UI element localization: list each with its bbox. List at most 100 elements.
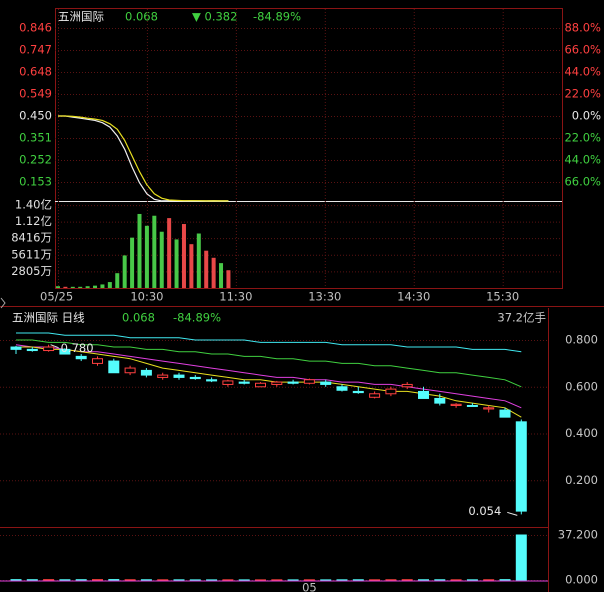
y-tick-label: 0.000 xyxy=(565,573,598,587)
candle-body xyxy=(303,379,315,384)
y-tick-label: 0.400 xyxy=(565,426,598,440)
candle-body xyxy=(157,374,169,378)
y-tick-label: 0.200 xyxy=(565,473,598,487)
volume-bar xyxy=(450,579,462,581)
volume-bar xyxy=(255,579,266,581)
price-change: ▼ 0.382 xyxy=(192,10,237,24)
y-tick-label: 0.0% xyxy=(572,109,601,123)
candle-body xyxy=(59,348,71,355)
y-tick-label: 22.0% xyxy=(564,131,601,145)
volume-bar xyxy=(167,218,172,288)
volume-bar xyxy=(115,273,120,288)
x-tick-label: 05/25 xyxy=(40,290,73,304)
volume-bar xyxy=(189,579,201,581)
volume-bar xyxy=(181,224,186,288)
y-tick-label: 37.200 xyxy=(558,528,598,542)
volume-bar xyxy=(515,534,527,581)
volume-bar xyxy=(271,579,283,581)
candle-body xyxy=(173,374,185,378)
candle-body xyxy=(92,358,103,364)
candle-body xyxy=(287,381,299,384)
low-arrow xyxy=(507,511,518,516)
candle-body xyxy=(336,386,348,391)
volume-bar xyxy=(418,579,429,581)
x-tick-label: 13:30 xyxy=(308,290,341,304)
volume-bar xyxy=(85,286,90,288)
volume-bar xyxy=(144,225,149,288)
y-tick-label: 22.0% xyxy=(564,87,601,101)
y-tick-label: 44.0% xyxy=(564,65,601,79)
moving-average xyxy=(15,344,522,409)
y-tick-label: 0.351 xyxy=(19,131,52,145)
volume-bar xyxy=(222,579,234,581)
y-tick-label: 44.0% xyxy=(564,153,601,167)
y-tick-label: 5611万 xyxy=(11,247,52,261)
candle-body xyxy=(515,421,527,512)
volume-bar xyxy=(55,286,60,288)
volume-bar xyxy=(466,579,478,581)
candle-body xyxy=(434,397,446,404)
x-tick-label: 05 xyxy=(302,581,317,592)
volume-bar xyxy=(385,579,397,581)
daily-title: 五洲国际 日线 xyxy=(12,311,85,325)
volume-bar xyxy=(189,244,194,288)
y-tick-label: 0.648 xyxy=(19,65,52,79)
volume-bar xyxy=(238,579,250,581)
volume-bar xyxy=(287,579,299,581)
volume-bar xyxy=(401,579,413,581)
volume-bar xyxy=(159,231,164,288)
candle-body xyxy=(418,390,429,399)
volume-bar xyxy=(196,233,201,288)
candle-body xyxy=(271,381,283,385)
volume-bar xyxy=(10,579,22,581)
volume-bar xyxy=(206,579,218,581)
daily-price: 0.068 xyxy=(122,311,155,325)
moving-average xyxy=(16,346,522,418)
volume-bar xyxy=(70,286,75,288)
volume-bar xyxy=(43,579,55,581)
high-annotation: 0.780 xyxy=(61,341,94,355)
high-arrow xyxy=(50,344,59,349)
last-price: 0.068 xyxy=(125,10,158,24)
candle-body xyxy=(466,404,478,407)
candle-body xyxy=(124,367,136,374)
volume-bar xyxy=(211,257,216,288)
y-tick-label: 66.0% xyxy=(564,43,601,57)
x-tick-label: 14:30 xyxy=(397,290,430,304)
volume-bar xyxy=(26,579,38,581)
y-tick-label: 0.600 xyxy=(565,379,598,393)
volume-bar xyxy=(100,284,105,288)
volume-bar xyxy=(336,579,348,581)
volume-bar xyxy=(303,579,315,581)
candle-body xyxy=(10,346,22,350)
volume-bar xyxy=(63,286,68,288)
candle-body xyxy=(369,393,381,398)
side-arrow xyxy=(0,297,6,309)
daily-volume-label: 37.2亿手 xyxy=(497,311,546,325)
candle-body xyxy=(450,403,462,406)
candle-body xyxy=(43,346,55,352)
candle-body xyxy=(499,409,511,418)
y-tick-label: 1.40亿 xyxy=(15,198,52,212)
candle-body xyxy=(26,348,38,352)
volume-bar xyxy=(152,215,157,288)
candle-body xyxy=(108,360,120,374)
volume-bar xyxy=(434,579,446,581)
candle-body xyxy=(238,381,250,384)
candle-body xyxy=(255,382,266,388)
volume-bar xyxy=(140,579,152,581)
volume-bar xyxy=(92,579,103,581)
y-tick-label: 0.252 xyxy=(19,153,52,167)
x-tick-label: 15:30 xyxy=(486,290,519,304)
y-tick-label: 1.12亿 xyxy=(15,214,52,228)
candle-body xyxy=(401,383,413,388)
x-tick-label: 11:30 xyxy=(219,290,252,304)
stock-name: 五洲国际 xyxy=(58,10,104,24)
volume-bar xyxy=(320,579,332,581)
y-tick-label: 8416万 xyxy=(11,231,52,245)
y-tick-label: 88.0% xyxy=(564,21,601,35)
y-tick-label: 0.153 xyxy=(19,175,52,189)
